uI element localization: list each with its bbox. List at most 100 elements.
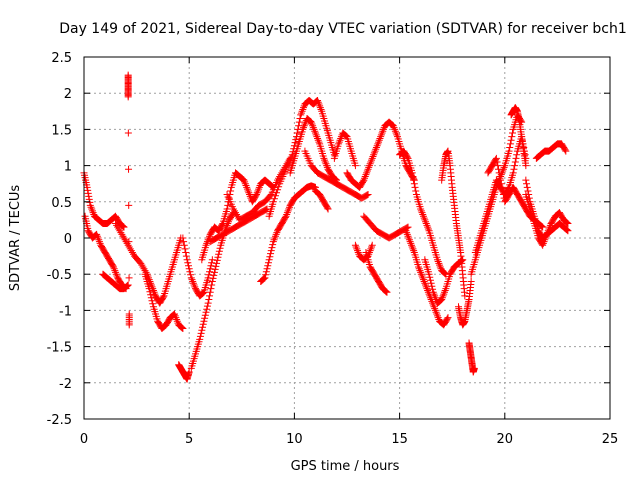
data-point — [391, 127, 399, 135]
data-point — [365, 163, 373, 171]
data-point — [242, 182, 250, 190]
data-point — [88, 207, 96, 215]
data-point — [419, 210, 427, 218]
data-point — [403, 230, 411, 238]
data-point — [543, 230, 551, 238]
data-point — [229, 205, 237, 213]
data-point — [539, 241, 547, 249]
data-point — [216, 244, 224, 252]
data-point — [262, 268, 270, 276]
data-point — [83, 183, 91, 191]
data-point — [125, 201, 133, 209]
data-point — [127, 247, 135, 255]
data-point — [544, 229, 552, 237]
data-point — [295, 118, 303, 126]
data-point — [181, 245, 189, 253]
data-point — [309, 124, 317, 132]
data-point — [363, 167, 371, 175]
data-point — [270, 195, 278, 203]
data-point — [187, 274, 195, 282]
data-point — [368, 243, 376, 251]
data-point — [190, 281, 198, 289]
data-point — [315, 138, 323, 146]
data-point — [300, 122, 308, 130]
data-point — [243, 185, 251, 193]
data-point — [87, 203, 95, 211]
data-point — [411, 183, 419, 191]
data-point — [342, 132, 350, 140]
data-point — [412, 187, 420, 195]
data-point — [204, 299, 212, 307]
data-point — [203, 305, 211, 313]
data-point — [138, 261, 146, 269]
data-point — [260, 275, 268, 283]
data-point — [199, 290, 207, 298]
data-point — [433, 310, 441, 318]
data-point — [405, 236, 413, 244]
data-point — [359, 177, 367, 185]
data-point — [404, 232, 412, 240]
data-point — [424, 225, 432, 233]
data-point — [125, 165, 133, 173]
data-point — [419, 274, 427, 282]
data-point — [206, 265, 214, 273]
data-point — [431, 294, 439, 302]
x-tick-label: 0 — [80, 432, 88, 447]
data-point — [189, 279, 197, 287]
series-trace-g — [175, 361, 193, 383]
data-point — [563, 226, 571, 234]
data-point — [208, 259, 216, 267]
data-point — [112, 268, 120, 276]
data-point — [269, 241, 277, 249]
data-point — [436, 261, 444, 269]
data-point — [363, 191, 371, 199]
data-point — [180, 241, 188, 249]
data-point — [117, 229, 125, 237]
data-point — [189, 277, 197, 285]
data-point — [300, 104, 308, 112]
data-point — [403, 229, 411, 237]
data-point — [282, 212, 290, 220]
data-point — [120, 223, 128, 231]
data-point — [128, 248, 136, 256]
data-point — [206, 268, 214, 276]
series-trace-v — [360, 212, 412, 242]
data-point — [123, 282, 131, 290]
series-trace-u — [362, 248, 391, 296]
data-point — [379, 127, 387, 135]
data-point — [170, 310, 178, 318]
series-trace-aa — [455, 277, 475, 329]
data-point — [93, 232, 101, 240]
data-point — [272, 230, 280, 238]
x-tick-label: 15 — [391, 432, 408, 447]
data-point — [200, 317, 208, 325]
series-trace-d — [124, 71, 133, 329]
y-tick-label: -1 — [59, 304, 72, 319]
data-point — [245, 189, 253, 197]
data-point — [270, 236, 278, 244]
data-point — [125, 274, 133, 282]
data-point — [261, 274, 269, 282]
data-point — [438, 296, 446, 304]
data-point — [499, 187, 507, 195]
data-point — [86, 201, 94, 209]
data-point — [382, 288, 390, 296]
data-point — [494, 165, 502, 173]
data-point — [467, 277, 475, 285]
data-point — [172, 314, 180, 322]
data-point — [511, 158, 519, 166]
data-point — [213, 259, 221, 267]
data-point — [116, 227, 124, 235]
data-point — [196, 332, 204, 340]
data-point — [291, 139, 299, 147]
data-point — [342, 131, 350, 139]
data-point — [283, 209, 291, 217]
data-point — [429, 288, 437, 296]
data-point — [231, 209, 239, 217]
data-point — [392, 129, 400, 137]
series-trace-af — [507, 104, 530, 170]
data-point — [376, 134, 384, 142]
data-point — [186, 268, 194, 276]
data-point — [151, 290, 159, 298]
series-trace-k — [223, 154, 294, 224]
